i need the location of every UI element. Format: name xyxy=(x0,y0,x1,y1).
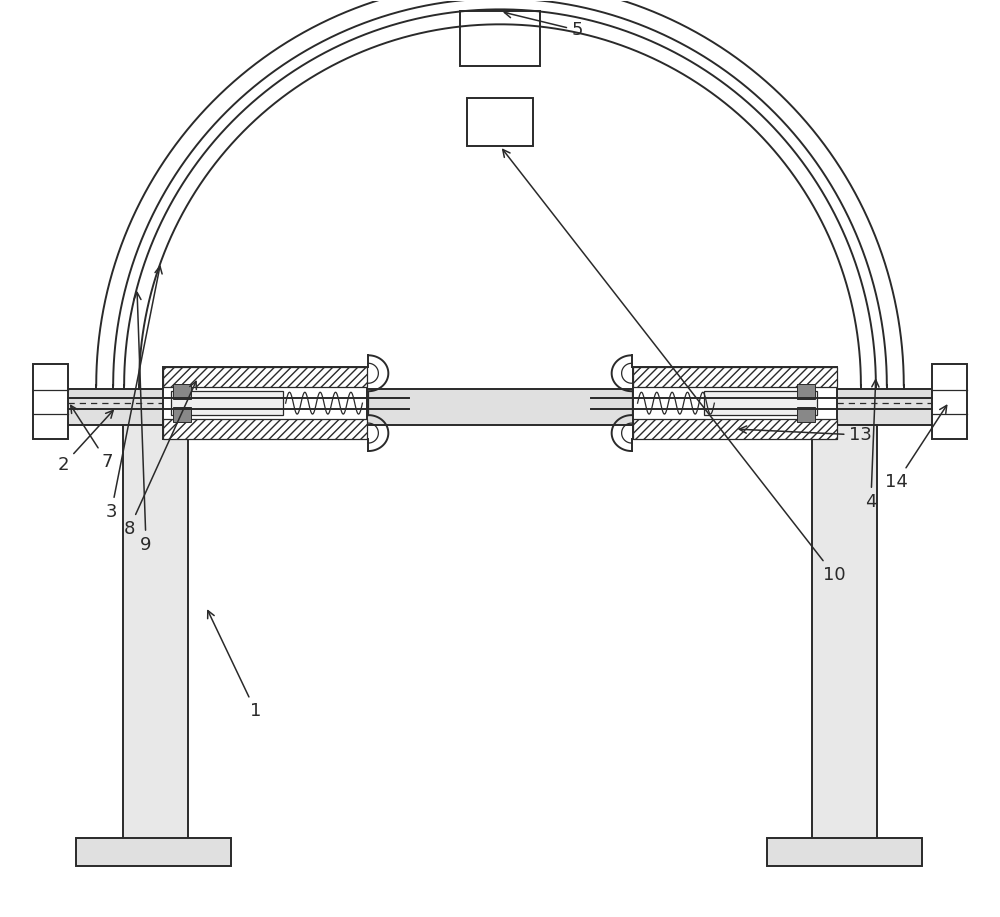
Bar xyxy=(704,392,817,415)
Bar xyxy=(797,384,815,399)
Bar xyxy=(932,364,967,439)
Text: 14: 14 xyxy=(885,405,947,491)
Bar xyxy=(63,389,937,425)
Bar xyxy=(467,98,533,146)
Bar xyxy=(173,407,191,422)
Text: 9: 9 xyxy=(134,293,152,554)
Bar xyxy=(633,419,837,439)
Text: 4: 4 xyxy=(865,380,879,511)
Bar xyxy=(163,368,367,387)
Bar xyxy=(812,425,877,844)
Bar xyxy=(633,368,837,387)
Text: 8: 8 xyxy=(123,381,196,537)
Bar xyxy=(123,425,188,844)
Bar xyxy=(171,392,283,415)
Text: 7: 7 xyxy=(71,405,113,471)
Text: 13: 13 xyxy=(739,426,872,444)
Text: 3: 3 xyxy=(105,266,162,521)
Bar xyxy=(460,11,540,66)
Text: 5: 5 xyxy=(504,11,584,39)
Bar xyxy=(76,838,231,866)
Bar xyxy=(633,368,837,439)
Bar xyxy=(163,368,367,439)
Bar xyxy=(797,407,815,422)
Text: 10: 10 xyxy=(503,149,845,583)
Bar xyxy=(767,838,922,866)
Bar xyxy=(163,419,367,439)
Text: 2: 2 xyxy=(58,411,113,474)
Bar xyxy=(173,384,191,399)
Text: 1: 1 xyxy=(208,611,261,720)
Bar xyxy=(33,364,68,439)
